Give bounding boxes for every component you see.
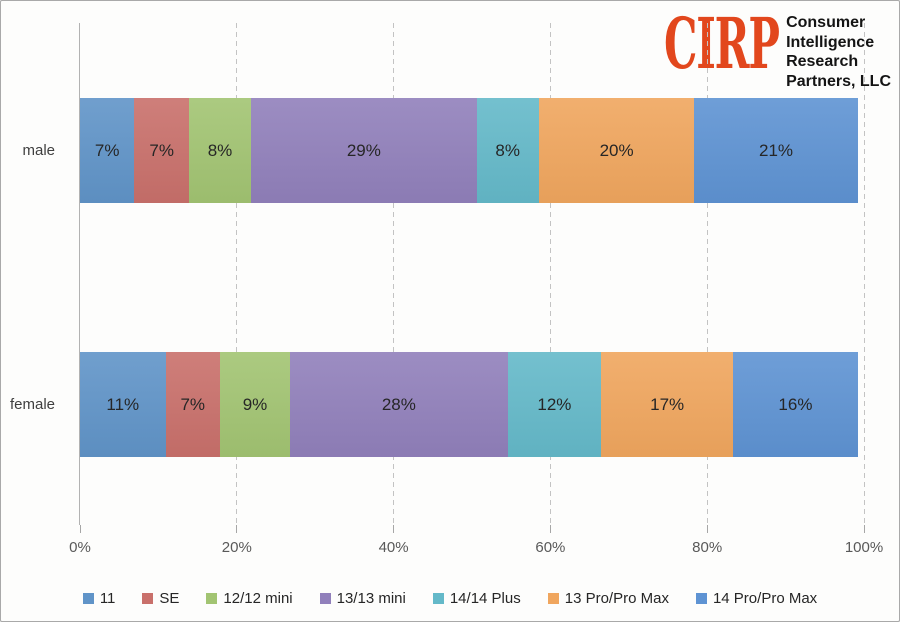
bar-segment-female: 28%	[289, 352, 508, 457]
bar-segment-male: 29%	[251, 98, 477, 203]
legend-color-swatch	[547, 593, 559, 604]
bar-segment-female: 7%	[165, 352, 220, 457]
gridline	[549, 23, 551, 525]
segment-value-label: 17%	[650, 394, 685, 414]
legend-label: 12/12 mini	[223, 590, 293, 607]
gridline	[863, 23, 865, 525]
segment-value-label: 9%	[242, 394, 268, 414]
gridline	[393, 23, 395, 525]
logo-name-line: Research	[786, 53, 859, 71]
x-axis-tick-label: 40%	[378, 539, 409, 556]
bar-segment-female: 17%	[601, 352, 734, 457]
legend-label: 11	[99, 590, 116, 607]
legend-label: 13 Pro/Pro Max	[564, 590, 669, 607]
cirp-logo: CIRP Consumer Intelligence Research Part…	[664, 9, 891, 91]
category-label-male: male	[22, 142, 55, 159]
segment-value-label: 21%	[758, 140, 794, 160]
legend-label: 14 Pro/Pro Max	[712, 590, 818, 607]
x-axis-tick-mark	[393, 525, 395, 533]
cirp-logo-text: CIRP	[664, 2, 780, 85]
legend-item: 13 Pro/Pro Max	[547, 590, 669, 607]
logo-name-line: Intelligence	[786, 33, 875, 51]
legend-label: 14/14 Plus	[449, 590, 521, 607]
x-axis-tick-mark	[863, 525, 865, 533]
bar-segment-male: 21%	[694, 98, 858, 203]
segment-value-label: 7%	[149, 140, 174, 160]
bar-segment-male: 8%	[476, 98, 539, 203]
x-axis-tick-label: 0%	[69, 539, 91, 556]
x-axis-tick-mark	[549, 525, 551, 533]
legend-label: SE	[159, 590, 180, 607]
bar-segment-male: 7%	[134, 98, 189, 203]
legend-color-swatch	[432, 593, 444, 604]
bar-segment-female: 11%	[80, 352, 166, 457]
category-labels: male female	[1, 1, 71, 621]
logo-name-line: Partners, LLC	[786, 72, 891, 90]
x-axis-tick-mark	[236, 525, 238, 533]
legend-color-swatch	[319, 593, 331, 604]
segment-value-label: 11%	[106, 394, 140, 414]
segment-value-label: 7%	[180, 394, 206, 414]
bar-segment-female: 12%	[507, 352, 602, 457]
bar-segment-male: 8%	[188, 98, 252, 203]
bar-segment-male: 20%	[538, 98, 695, 203]
segment-value-label: 29%	[346, 140, 381, 160]
stacked-bar-female: 11% 7% 9% 28% 12% 17% 16%	[80, 352, 858, 457]
cirp-logo-name: Consumer Intelligence Research Partners,…	[786, 9, 891, 91]
segment-value-label: 20%	[599, 140, 634, 160]
x-axis-tick-label: 100%	[844, 539, 884, 556]
bar-segment-female: 9%	[219, 352, 290, 457]
segment-value-label: 12%	[537, 394, 572, 414]
stacked-bar-male: 7% 7% 8% 29% 8% 20% 21%	[80, 98, 858, 203]
legend-label: 13/13 mini	[336, 590, 406, 607]
plot-area: 7% 7% 8% 29% 8% 20% 21% 11% 7% 9% 28% 12% 17% 16% 0% 2…	[69, 23, 883, 556]
legend-color-swatch	[82, 593, 94, 604]
legend-item: 12/12 mini	[206, 590, 293, 607]
legend-item: 14/14 Plus	[432, 590, 521, 607]
bars: 7% 7% 8% 29% 8% 20% 21% 11% 7% 9% 28% 12% 17% 16%	[80, 23, 864, 525]
bar-segment-female: 16%	[733, 352, 858, 457]
legend-color-swatch	[206, 593, 218, 604]
legend-item: SE	[142, 590, 179, 607]
bar-segment-male: 7%	[80, 98, 135, 203]
legend-item: 11	[82, 590, 116, 607]
cirp-logo-acronym-box: CIRP	[664, 9, 780, 81]
x-axis-tick-label: 80%	[692, 539, 723, 556]
legend-item: 13/13 mini	[319, 590, 406, 607]
logo-name-line: Consumer	[786, 14, 866, 31]
gridline	[236, 23, 238, 525]
legend-color-swatch	[142, 593, 154, 604]
x-axis-tick-label: 20%	[221, 539, 252, 556]
x-axis-tick-mark	[706, 525, 708, 533]
x-axis-tick-label: 60%	[535, 539, 566, 556]
segment-value-label: 8%	[495, 140, 520, 160]
legend-item: 14 Pro/Pro Max	[695, 590, 818, 607]
x-axis-tick-mark	[79, 525, 81, 533]
segment-value-label: 8%	[207, 140, 233, 160]
segment-value-label: 7%	[94, 140, 120, 160]
legend: 11 SE 12/12 mini 13/13 mini 14/14 Plus 13 Pro…	[1, 590, 899, 607]
legend-color-swatch	[695, 593, 707, 604]
gridline	[706, 23, 708, 525]
category-label-female: female	[9, 396, 55, 413]
segment-value-label: 28%	[381, 394, 416, 414]
segment-value-label: 16%	[778, 394, 813, 414]
